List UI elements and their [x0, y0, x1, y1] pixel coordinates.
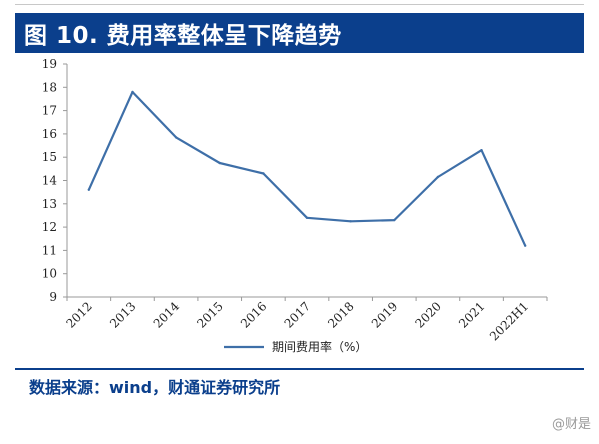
- data-point: [87, 188, 91, 191]
- x-tick-label: 2018: [325, 299, 356, 330]
- legend-label: 期间费用率（%）: [272, 339, 367, 354]
- x-tick-label: 2014: [151, 299, 183, 331]
- x-tick-label: 2021: [456, 299, 487, 330]
- x-tick-label: 2016: [238, 299, 269, 330]
- y-tick-label: 14: [42, 174, 58, 188]
- data-point: [218, 161, 221, 165]
- y-tick-label: 10: [42, 267, 57, 281]
- y-tick-label: 12: [42, 220, 57, 234]
- data-point: [305, 216, 309, 219]
- data-point: [436, 175, 440, 179]
- y-tick-labels: 9 10 11 12 13 14 15 16 17 18 19: [42, 57, 67, 304]
- chart-container: 9 10 11 12 13 14 15 16 17 18 19 2012 2013 2014 2015 20…: [0, 55, 599, 367]
- y-tick-label: 17: [42, 104, 57, 118]
- data-point: [262, 172, 265, 175]
- figure-title: 图 10. 费用率整体呈下降趋势: [24, 23, 342, 49]
- data-point: [174, 136, 178, 139]
- watermark: @财是: [551, 417, 591, 432]
- y-tick-label: 15: [42, 150, 57, 164]
- data-point: [131, 90, 134, 94]
- data-point: [524, 244, 527, 247]
- top-rule: [15, 4, 584, 5]
- title-bar: 图 10. 费用率整体呈下降趋势: [15, 13, 584, 53]
- data-point: [480, 149, 483, 152]
- y-tick-label: 13: [42, 197, 57, 211]
- series-line: [87, 90, 527, 247]
- x-tick-label: 2013: [107, 299, 138, 330]
- data-point: [349, 220, 352, 223]
- x-tick-label: 2017: [282, 299, 313, 330]
- y-tick-label: 19: [42, 57, 57, 71]
- x-tick-label: 2012: [63, 299, 94, 330]
- y-tick-label: 18: [42, 80, 57, 94]
- y-tick-label: 16: [42, 127, 57, 141]
- x-tick-label: 2022H1: [487, 299, 531, 343]
- y-tick-label: 11: [42, 243, 57, 257]
- series-group: [87, 90, 527, 247]
- x-tick-labels: 2012 2013 2014 2015 2016 2017 2018 2019 2020 2021…: [63, 297, 548, 344]
- y-tick-label: 9: [49, 290, 57, 304]
- x-tick-label: 2019: [369, 299, 400, 330]
- data-point: [393, 218, 396, 222]
- x-tick-label: 2015: [194, 299, 225, 330]
- watermark-text: 财是: [564, 417, 591, 432]
- legend: 期间费用率（%）: [224, 339, 367, 354]
- bottom-rule: [15, 368, 584, 370]
- x-tick-label: 2020: [413, 299, 444, 330]
- source-note: 数据来源：wind，财通证券研究所: [29, 378, 281, 397]
